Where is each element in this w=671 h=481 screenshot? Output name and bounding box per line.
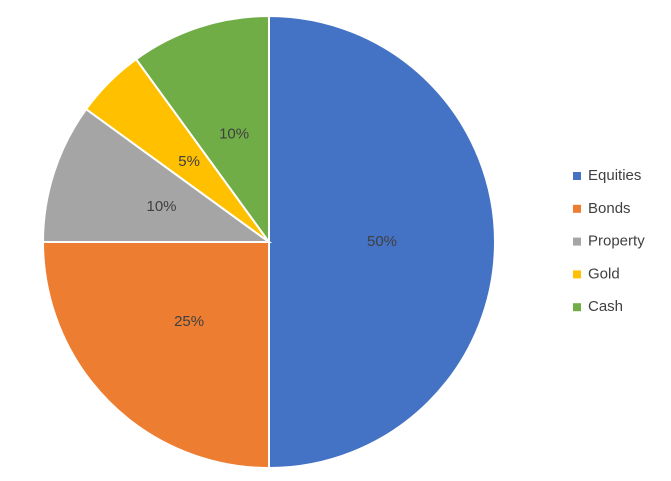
data-label: 5% [178, 153, 200, 170]
data-label: 50% [367, 233, 397, 250]
legend-swatch [573, 270, 581, 279]
legend-swatch [573, 204, 581, 213]
legend-swatch [573, 237, 581, 246]
legend-label: Bonds [588, 200, 631, 217]
legend-swatch [573, 172, 581, 180]
pie-slice [41, 241, 270, 470]
legend-label: Cash [588, 298, 623, 315]
data-label: 25% [174, 313, 204, 330]
pie-slice [268, 14, 496, 470]
pie-slice [134, 14, 270, 246]
data-label: 10% [147, 198, 177, 215]
legend-label: Equities [588, 167, 641, 184]
pie-slice [41, 107, 273, 243]
data-label: 10% [219, 125, 249, 142]
legend-swatch [573, 303, 581, 312]
legend-label: Gold [588, 265, 620, 282]
legend-label: Property [588, 233, 645, 250]
